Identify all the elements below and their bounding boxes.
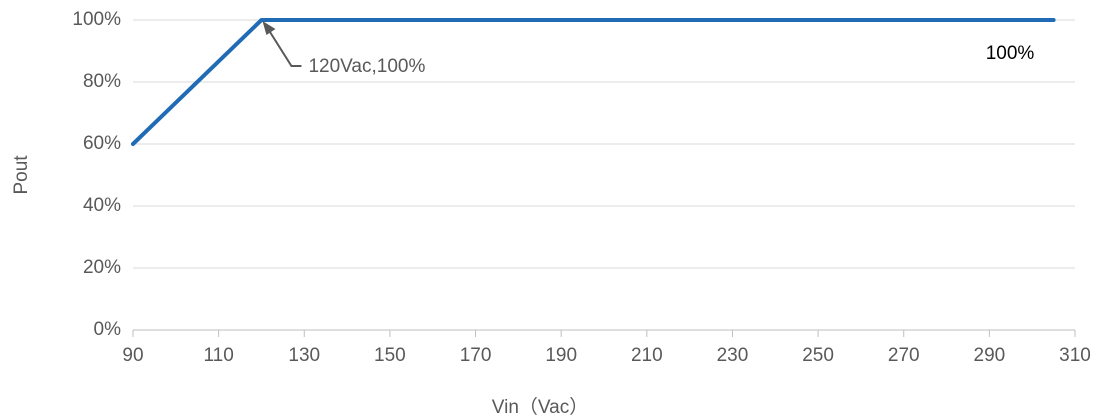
- x-tick-label: 270: [888, 345, 920, 366]
- x-tick-label: 230: [717, 345, 749, 366]
- annotation-arrow: [266, 27, 302, 67]
- y-tick-label: 60%: [83, 133, 121, 154]
- x-tick-label: 290: [974, 345, 1006, 366]
- x-tick-label: 90: [122, 345, 143, 366]
- x-tick-label: 250: [802, 345, 834, 366]
- line: [131, 18, 1056, 146]
- y-tick-label: 20%: [83, 257, 121, 278]
- x-tick-label: 190: [545, 345, 577, 366]
- y-axis-label: Pout: [11, 155, 32, 195]
- x-tick-label: 130: [288, 345, 320, 366]
- y-tick-label: 0%: [94, 319, 122, 340]
- x-tick-label: 210: [631, 345, 663, 366]
- x-tick-label: 310: [1059, 345, 1091, 366]
- x-tick-label: 150: [374, 345, 406, 366]
- y-tick-label: 100%: [72, 9, 121, 30]
- x-tick-label: 170: [460, 345, 492, 366]
- annotation: 120Vac,100%: [308, 56, 425, 77]
- annotation: 100%: [986, 43, 1035, 64]
- arrow-head: [262, 21, 276, 35]
- x-tick-label: 110: [203, 345, 233, 366]
- y-tick-label: 40%: [83, 195, 121, 216]
- x-axis-label: Vin（Vac）: [492, 396, 588, 418]
- y-tick-label: 80%: [83, 71, 121, 92]
